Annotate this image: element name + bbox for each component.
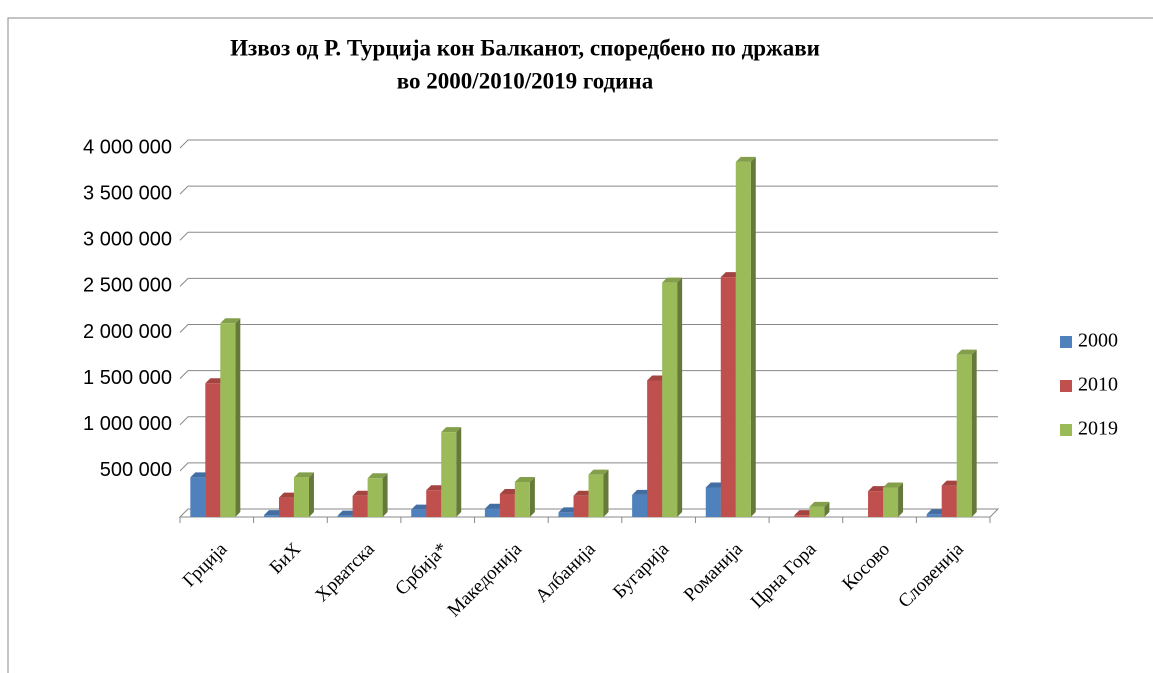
legend-label: 2019 xyxy=(1078,418,1118,440)
bar-face xyxy=(632,494,648,517)
bar xyxy=(662,277,683,517)
y-tick-label: 1 000 000 xyxy=(83,413,172,435)
bar-face xyxy=(662,277,683,283)
bar-face xyxy=(883,482,904,488)
bar xyxy=(367,473,388,517)
bar-face xyxy=(883,487,899,517)
y-tick-label: 1 500 000 xyxy=(83,367,172,389)
bar xyxy=(441,427,462,517)
bar-face xyxy=(588,474,604,517)
bar-face xyxy=(190,477,206,517)
bar-face xyxy=(926,514,942,517)
bar-face xyxy=(647,380,663,517)
y-tick-label: 3 500 000 xyxy=(83,182,172,204)
bar-face xyxy=(809,506,825,517)
bar-face xyxy=(573,495,589,517)
bar xyxy=(588,469,609,517)
chart-title: Извоз од Р. Турција кон Балканот, според… xyxy=(230,35,820,60)
bar-face xyxy=(794,515,810,517)
bar-face xyxy=(293,477,309,517)
bar xyxy=(220,318,241,517)
bar-face xyxy=(514,476,535,482)
bar-face xyxy=(956,354,972,517)
bar-face xyxy=(337,515,353,517)
legend-label: 2000 xyxy=(1078,330,1118,352)
bar-face xyxy=(750,156,756,517)
y-tick-label: 2 500 000 xyxy=(83,275,172,297)
bar-face xyxy=(456,427,462,517)
bar-face xyxy=(426,490,442,517)
y-tick-label: 500 000 xyxy=(100,459,172,481)
bar-face xyxy=(705,487,721,517)
bar-face xyxy=(971,349,977,517)
bar-face xyxy=(558,512,574,517)
bar-face xyxy=(263,515,279,517)
bar-face xyxy=(514,481,530,517)
bar-face xyxy=(529,476,535,517)
bar xyxy=(514,476,535,517)
bar-face xyxy=(735,156,756,162)
bar-face xyxy=(956,349,977,355)
legend-swatch xyxy=(1060,424,1072,436)
legend-swatch xyxy=(1060,380,1072,392)
bar-face xyxy=(588,469,609,475)
bar xyxy=(735,156,756,517)
y-tick-label: 3 000 000 xyxy=(83,229,172,251)
bar-face xyxy=(677,277,683,517)
bar-face xyxy=(824,501,830,517)
bar-face xyxy=(220,323,236,517)
bar-face xyxy=(898,482,904,517)
bar-face xyxy=(352,495,368,517)
bar-face xyxy=(382,473,388,517)
bar xyxy=(956,349,977,517)
bar-face xyxy=(941,485,957,517)
legend-label: 2010 xyxy=(1078,374,1118,396)
bar-face xyxy=(411,509,427,517)
grid-line xyxy=(179,185,998,195)
bar xyxy=(809,501,830,517)
bar-face xyxy=(293,472,314,478)
chart-border xyxy=(7,17,1153,673)
chart-title: во 2000/2010/2019 година xyxy=(397,68,654,93)
bar-face xyxy=(441,427,462,433)
bar-face xyxy=(603,469,609,517)
grid-line xyxy=(179,231,998,241)
bar-face xyxy=(367,478,383,517)
bar-face xyxy=(235,318,241,517)
bar-face xyxy=(735,161,751,517)
bar-face xyxy=(278,497,294,517)
y-tick-label: 2 000 000 xyxy=(83,321,172,343)
bar xyxy=(883,482,904,517)
bar-face xyxy=(367,473,388,479)
bar xyxy=(293,472,314,517)
bar-face xyxy=(308,472,314,517)
bar-face xyxy=(205,383,221,517)
bar-face xyxy=(484,508,500,517)
bar-face xyxy=(868,491,884,517)
bar-face xyxy=(720,277,736,517)
bar-face xyxy=(499,493,515,517)
bar-face xyxy=(809,501,830,507)
legend-swatch xyxy=(1060,336,1072,348)
bar-face xyxy=(220,318,241,324)
bar-face xyxy=(441,432,457,517)
y-tick-label: 4 000 000 xyxy=(83,136,172,158)
bar-face xyxy=(662,282,678,517)
grid-line xyxy=(179,139,998,149)
